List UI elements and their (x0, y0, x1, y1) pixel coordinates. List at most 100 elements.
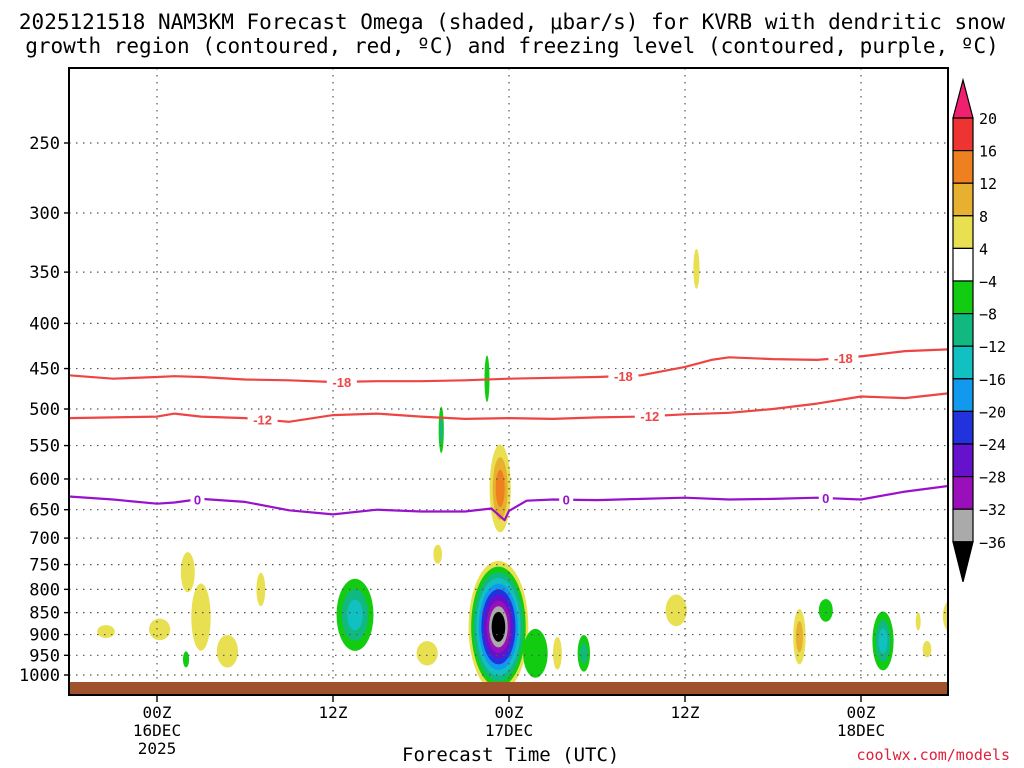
y-tick-label: 650 (29, 501, 60, 521)
y-tick-label: 350 (29, 263, 60, 283)
colorbar-label: 20 (979, 110, 997, 128)
contour-label-bg (559, 492, 574, 507)
contour-label-bg (818, 491, 833, 506)
shaded-cell-cell-350 (693, 248, 700, 289)
shaded-cell-cell-950b (577, 634, 590, 672)
shade-level (347, 599, 363, 631)
contour-label: -18 (834, 351, 853, 366)
colorbar-label: −16 (979, 371, 1006, 389)
y-tick-label: 450 (29, 360, 60, 380)
x-tick-year: 2025 (138, 739, 177, 758)
y-tick-label: 800 (29, 580, 60, 600)
shaded-cell-cell-915 (872, 611, 894, 671)
contour-label: 0 (563, 493, 570, 508)
shade-level (433, 544, 443, 564)
y-tick-label: 750 (29, 556, 60, 576)
shade-level (553, 636, 562, 670)
colorbar-swatch (952, 150, 974, 184)
y-tick-label: 300 (29, 204, 60, 224)
y-tick-label: 850 (29, 604, 60, 624)
x-tick-date: 18DEC (837, 721, 885, 740)
colorbar-swatch (952, 182, 974, 217)
omega-shading (97, 248, 948, 693)
x-tick-label: 00Z (143, 703, 172, 722)
contour-label: -12 (253, 413, 272, 428)
shaded-cell-cell-800 (256, 572, 266, 607)
colorbar-swatch (952, 247, 974, 282)
y-axis: 2503003504004505005506006507007508008509… (19, 134, 69, 686)
chart-title-line2: growth region (contoured, red, ºC) and f… (25, 34, 999, 58)
colorbar-swatch (952, 215, 974, 250)
contour-label-bg (190, 492, 205, 507)
shaded-cell-cell-860e (942, 600, 948, 632)
x-tick-label: 00Z (847, 703, 876, 722)
colorbar-label: 4 (979, 240, 988, 258)
colorbar-label: −36 (979, 534, 1006, 552)
shade-level (149, 618, 171, 641)
colorbar-label: −12 (979, 338, 1006, 356)
colorbar-swatch (952, 280, 974, 315)
contour-label-bg (828, 350, 859, 365)
y-tick-label: 250 (29, 134, 60, 154)
shade-level (915, 612, 921, 631)
shaded-cell-cell-860 (336, 578, 374, 651)
shaded-cell-cell-740 (433, 544, 443, 564)
shaded-cell-cell-945 (523, 628, 548, 678)
shade-level (693, 248, 700, 289)
colorbar-label: −20 (979, 403, 1006, 421)
shade-level (795, 620, 803, 653)
shade-level (495, 469, 505, 508)
shade-level (878, 628, 888, 654)
contour-label: -12 (640, 409, 659, 424)
contour-label: -18 (332, 375, 351, 390)
shaded-cell-cell-900a (97, 625, 115, 638)
shade-level (97, 625, 115, 638)
shade-level (439, 416, 443, 444)
contour-label: 0 (822, 491, 829, 506)
colorbar-label: 16 (979, 143, 997, 161)
x-axis-label: Forecast Time (UTC) (402, 744, 620, 766)
colorbar-top-triangle (952, 77, 974, 119)
colorbar-swatch (952, 313, 974, 347)
contour-label-bg (326, 374, 357, 389)
y-tick-label: 600 (29, 470, 60, 490)
y-tick-label: 1000 (19, 666, 60, 686)
shade-level (580, 642, 588, 664)
y-tick-label: 550 (29, 437, 60, 457)
colorbar-swatch (952, 508, 974, 543)
colorbar-swatch (952, 410, 974, 445)
colorbar-bottom-triangle (952, 541, 974, 582)
contour-label: -18 (614, 369, 633, 384)
credit-link[interactable]: coolwx.com/models (856, 746, 1010, 764)
shade-level (523, 628, 548, 678)
colorbar-swatch (952, 476, 974, 510)
colorbar-label: −8 (979, 306, 997, 324)
x-tick-label: 12Z (671, 703, 700, 722)
shaded-cell-cell-a1 (180, 552, 195, 593)
contour-line (69, 392, 948, 423)
shade-level (922, 641, 932, 658)
contour-line (69, 348, 948, 384)
shaded-cell-cell-900b (149, 618, 171, 641)
colorbar-label: 12 (979, 175, 997, 193)
shaded-cell-cell-850d (818, 598, 833, 622)
y-tick-label: 700 (29, 529, 60, 549)
colorbar-label: −32 (979, 501, 1006, 519)
y-tick-label: 900 (29, 626, 60, 646)
ground-band (69, 682, 948, 695)
shade-level (942, 600, 948, 632)
contour-label-bg (247, 412, 278, 427)
shaded-cell-cell-a3 (216, 634, 238, 668)
shade-level (180, 552, 195, 593)
shade-level (256, 572, 266, 607)
shaded-cell-omega-aloft-positive (489, 444, 511, 533)
shade-level (818, 598, 833, 622)
colorbar-label: −28 (979, 469, 1006, 487)
y-tick-label: 950 (29, 646, 60, 666)
shade-level (182, 651, 190, 668)
shaded-cell-cell-950a (553, 636, 562, 670)
shaded-cell-cell-940 (416, 641, 438, 666)
colorbar-swatch (952, 117, 974, 152)
